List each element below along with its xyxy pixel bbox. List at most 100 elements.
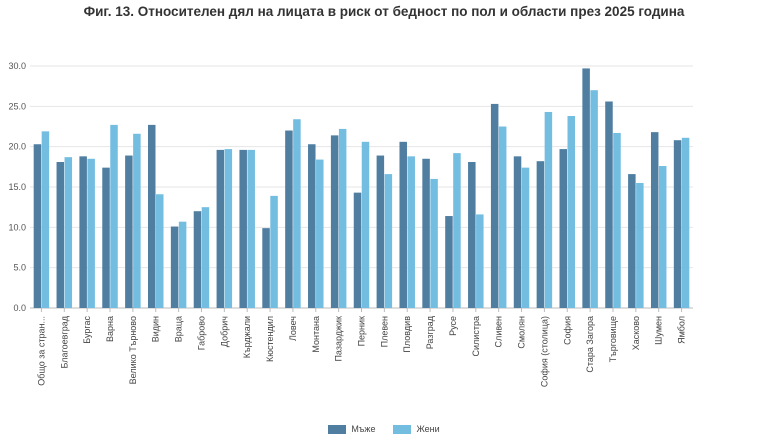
bar-men[interactable] [536, 161, 545, 308]
x-category-label: Пазарджик [334, 316, 344, 362]
bar-women[interactable] [224, 149, 233, 308]
bar-women[interactable] [178, 221, 187, 308]
x-category-label: Велико Търново [128, 316, 138, 384]
bar-men[interactable] [445, 216, 453, 308]
legend-item-men: Мъже [328, 424, 375, 434]
bar-women[interactable] [293, 119, 301, 309]
bar-women[interactable] [521, 167, 530, 308]
bar-women[interactable] [498, 126, 507, 309]
bar-men[interactable] [399, 141, 407, 308]
bars [33, 68, 690, 309]
x-category-label: Кюстендил [265, 316, 275, 362]
legend-swatch-women [393, 424, 412, 434]
x-category-label: Хасково [631, 316, 641, 350]
x-category-label: Варна [105, 316, 115, 342]
x-category-label: Благоевград [59, 315, 69, 368]
bar-men[interactable] [262, 228, 270, 308]
bar-women[interactable] [590, 90, 598, 308]
bar-women[interactable] [155, 194, 164, 308]
bar-men[interactable] [79, 156, 87, 308]
bar-men[interactable] [56, 161, 65, 308]
bar-women[interactable] [636, 182, 644, 308]
bar-men[interactable] [582, 68, 590, 308]
bar-men[interactable] [239, 149, 247, 308]
x-category-label: Габрово [196, 316, 206, 350]
chart-title: Фиг. 13. Относителен дял на лицата в рис… [83, 4, 685, 19]
x-category-label: Ловеч [288, 316, 298, 341]
bar-women[interactable] [476, 214, 484, 308]
x-category-label: Русе [448, 316, 458, 336]
bar-women[interactable] [407, 156, 415, 308]
x-category-label: Видин [151, 316, 161, 342]
bar-women[interactable] [453, 153, 461, 308]
bar-women[interactable] [64, 157, 73, 308]
x-category-label: Сливен [494, 316, 504, 347]
bar-women[interactable] [110, 124, 118, 309]
bar-women[interactable] [384, 174, 393, 308]
bar-men[interactable] [285, 130, 293, 308]
bar-women[interactable] [361, 141, 370, 308]
bar-men[interactable] [193, 211, 202, 308]
bar-men[interactable] [216, 149, 225, 308]
bar-women[interactable] [567, 116, 576, 308]
y-tick-label: 20.0 [8, 142, 26, 152]
legend-item-women: Жени [393, 424, 440, 434]
bar-women[interactable] [201, 207, 210, 308]
bar-women[interactable] [658, 166, 667, 308]
bar-men[interactable] [33, 144, 42, 308]
bar-women[interactable] [247, 149, 255, 308]
x-category-label: Разград [425, 315, 435, 349]
bar-women[interactable] [316, 159, 324, 308]
bar-men[interactable] [376, 155, 385, 308]
bar-men[interactable] [605, 101, 613, 308]
bar-men[interactable] [513, 156, 522, 308]
bar-men[interactable] [650, 132, 659, 308]
bar-men[interactable] [559, 149, 568, 308]
x-category-label: Кърджали [242, 316, 252, 358]
x-category-label: Ямбол [677, 316, 687, 344]
bar-men[interactable] [353, 192, 362, 308]
x-category-label: Стара Загора [585, 316, 595, 373]
y-tick-label: 30.0 [8, 61, 26, 71]
bar-women[interactable] [544, 111, 553, 308]
x-category-label: Общо за стран... [36, 316, 46, 386]
bar-men[interactable] [422, 158, 430, 308]
x-category-label: Шумен [654, 316, 664, 345]
x-category-label: Силистра [471, 316, 481, 356]
bar-men[interactable] [673, 140, 682, 308]
legend-swatch-men [328, 424, 347, 434]
y-tick-label: 0.0 [13, 303, 26, 313]
y-axis-ticks: 0.0 5.0 10.0 15.0 20.0 25.0 30.0 [8, 61, 26, 313]
bar-women[interactable] [133, 133, 141, 308]
bar-women[interactable] [338, 128, 347, 308]
bar-men[interactable] [468, 161, 476, 308]
x-category-label: Смолян [517, 316, 527, 349]
y-tick-label: 10.0 [8, 222, 26, 232]
y-tick-label: 25.0 [8, 101, 26, 111]
bar-men[interactable] [170, 226, 179, 308]
bar-men[interactable] [490, 103, 499, 308]
bar-women[interactable] [41, 131, 50, 308]
x-category-label: Добрич [219, 316, 229, 347]
bar-women[interactable] [430, 178, 438, 308]
x-axis-labels: Общо за стран... Благоевград Бургас Варна Ве… [36, 308, 687, 387]
bar-women[interactable] [87, 158, 95, 308]
bar-men[interactable] [102, 167, 110, 308]
bar-women[interactable] [270, 195, 278, 308]
legend-label-men: Мъже [351, 424, 376, 434]
bar-men[interactable] [125, 155, 133, 308]
x-category-label: София [562, 316, 572, 345]
x-category-label: Враца [174, 316, 184, 342]
bar-men[interactable] [628, 174, 636, 308]
x-category-label: Пловдив [402, 316, 412, 353]
legend-label-women: Жени [416, 424, 440, 434]
bar-men[interactable] [308, 144, 316, 308]
legend: Мъже Жени [0, 424, 768, 434]
x-category-label: Монтана [311, 316, 321, 353]
bar-women[interactable] [613, 132, 621, 308]
bar-women[interactable] [681, 137, 690, 308]
y-tick-label: 5.0 [13, 263, 26, 273]
bar-men[interactable] [330, 135, 339, 308]
bar-men[interactable] [147, 124, 156, 309]
